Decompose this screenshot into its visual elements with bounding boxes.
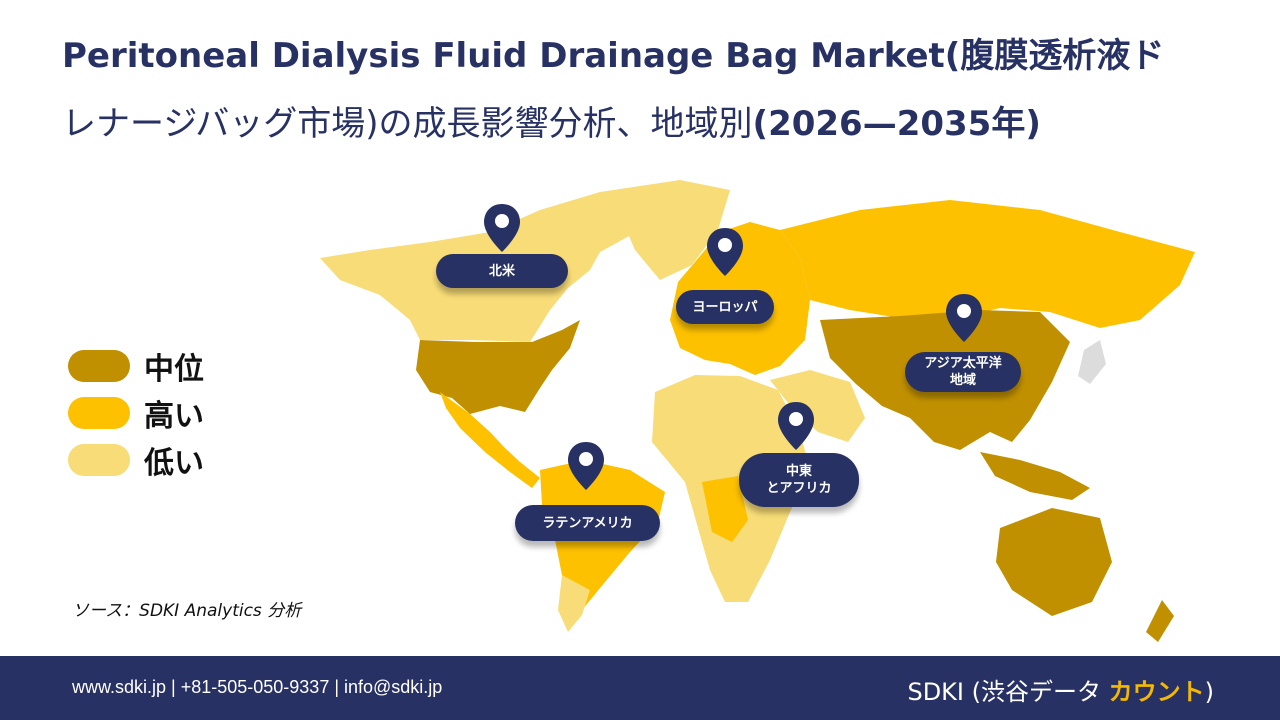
map-pin-icon [778, 402, 814, 450]
world-map-svg [320, 180, 1195, 642]
region-label-mea-2: とアフリカ [766, 481, 832, 496]
region-badge-europe: ヨーロッパ [676, 290, 774, 324]
region-greenland [600, 180, 730, 280]
region-middle-east [770, 370, 865, 442]
title-line-2: レナージバッグ市場)の成長影響分析、地域別(2026—2035年) [62, 104, 1041, 144]
map-pin-icon [484, 204, 520, 252]
legend-item-high: 高い [68, 389, 204, 436]
region-badge-middle-east-africa: 中東 とアフリカ [739, 453, 859, 507]
region-mexico [440, 392, 540, 488]
source-note: ソース：SDKI Analytics 分析 [72, 601, 302, 621]
region-japan [1078, 340, 1106, 384]
title-line-1: Peritoneal Dialysis Fluid Drainage Bag M… [62, 36, 1165, 76]
legend-label-low: 低い [144, 445, 204, 481]
map-pin-icon [707, 228, 743, 276]
region-africa-high [702, 476, 748, 542]
legend: 中位 高い 低い [68, 342, 204, 483]
region-label-mea-1: 中東 [785, 464, 812, 479]
brand-suffix: ) [1204, 678, 1214, 706]
region-new-zealand [1146, 600, 1174, 642]
legend-item-low: 低い [68, 436, 204, 483]
legend-swatch-medium [68, 349, 130, 382]
world-map [300, 170, 1230, 650]
region-russia [780, 200, 1195, 328]
region-label-europe: ヨーロッパ [692, 299, 758, 315]
region-label-asia-pacific-1: アジア太平洋 [924, 356, 1002, 371]
title-line-2-market: レナージバッグ市場) [62, 104, 379, 144]
map-pin-icon [568, 442, 604, 490]
region-badge-latin-america: ラテンアメリカ [515, 505, 660, 541]
map-pin-icon [946, 294, 982, 342]
title-line-2-analysis: の成長影響分析、地域別 [378, 104, 753, 144]
legend-label-medium: 中位 [144, 351, 204, 387]
region-label-asia-pacific-2: 地域 [949, 373, 976, 388]
legend-swatch-low [68, 443, 130, 476]
region-southeast-asia [980, 452, 1090, 500]
legend-label-high: 高い [144, 398, 204, 434]
region-label-north-america: 北米 [488, 263, 515, 279]
page-title: Peritoneal Dialysis Fluid Drainage Bag M… [62, 22, 1242, 158]
region-badge-north-america: 北米 [436, 254, 568, 288]
region-australia [996, 508, 1112, 616]
legend-item-medium: 中位 [68, 342, 204, 389]
footer-brand: SDKI (渋谷データ カウント) [907, 672, 1214, 707]
region-label-latin-america: ラテンアメリカ [542, 515, 633, 531]
footer-contact: www.sdki.jp | +81-505-050-9337 | info@sd… [72, 677, 443, 697]
region-usa [416, 320, 580, 414]
brand-accent: カウント [1108, 678, 1205, 706]
title-line-2-period: (2026—2035年) [752, 104, 1041, 144]
region-south-america-south [558, 575, 590, 632]
region-badge-asia-pacific: アジア太平洋 地域 [905, 352, 1021, 392]
legend-swatch-high [68, 396, 130, 429]
footer: www.sdki.jp | +81-505-050-9337 | info@sd… [0, 656, 1280, 720]
brand-prefix: SDKI (渋谷データ [907, 678, 1109, 706]
